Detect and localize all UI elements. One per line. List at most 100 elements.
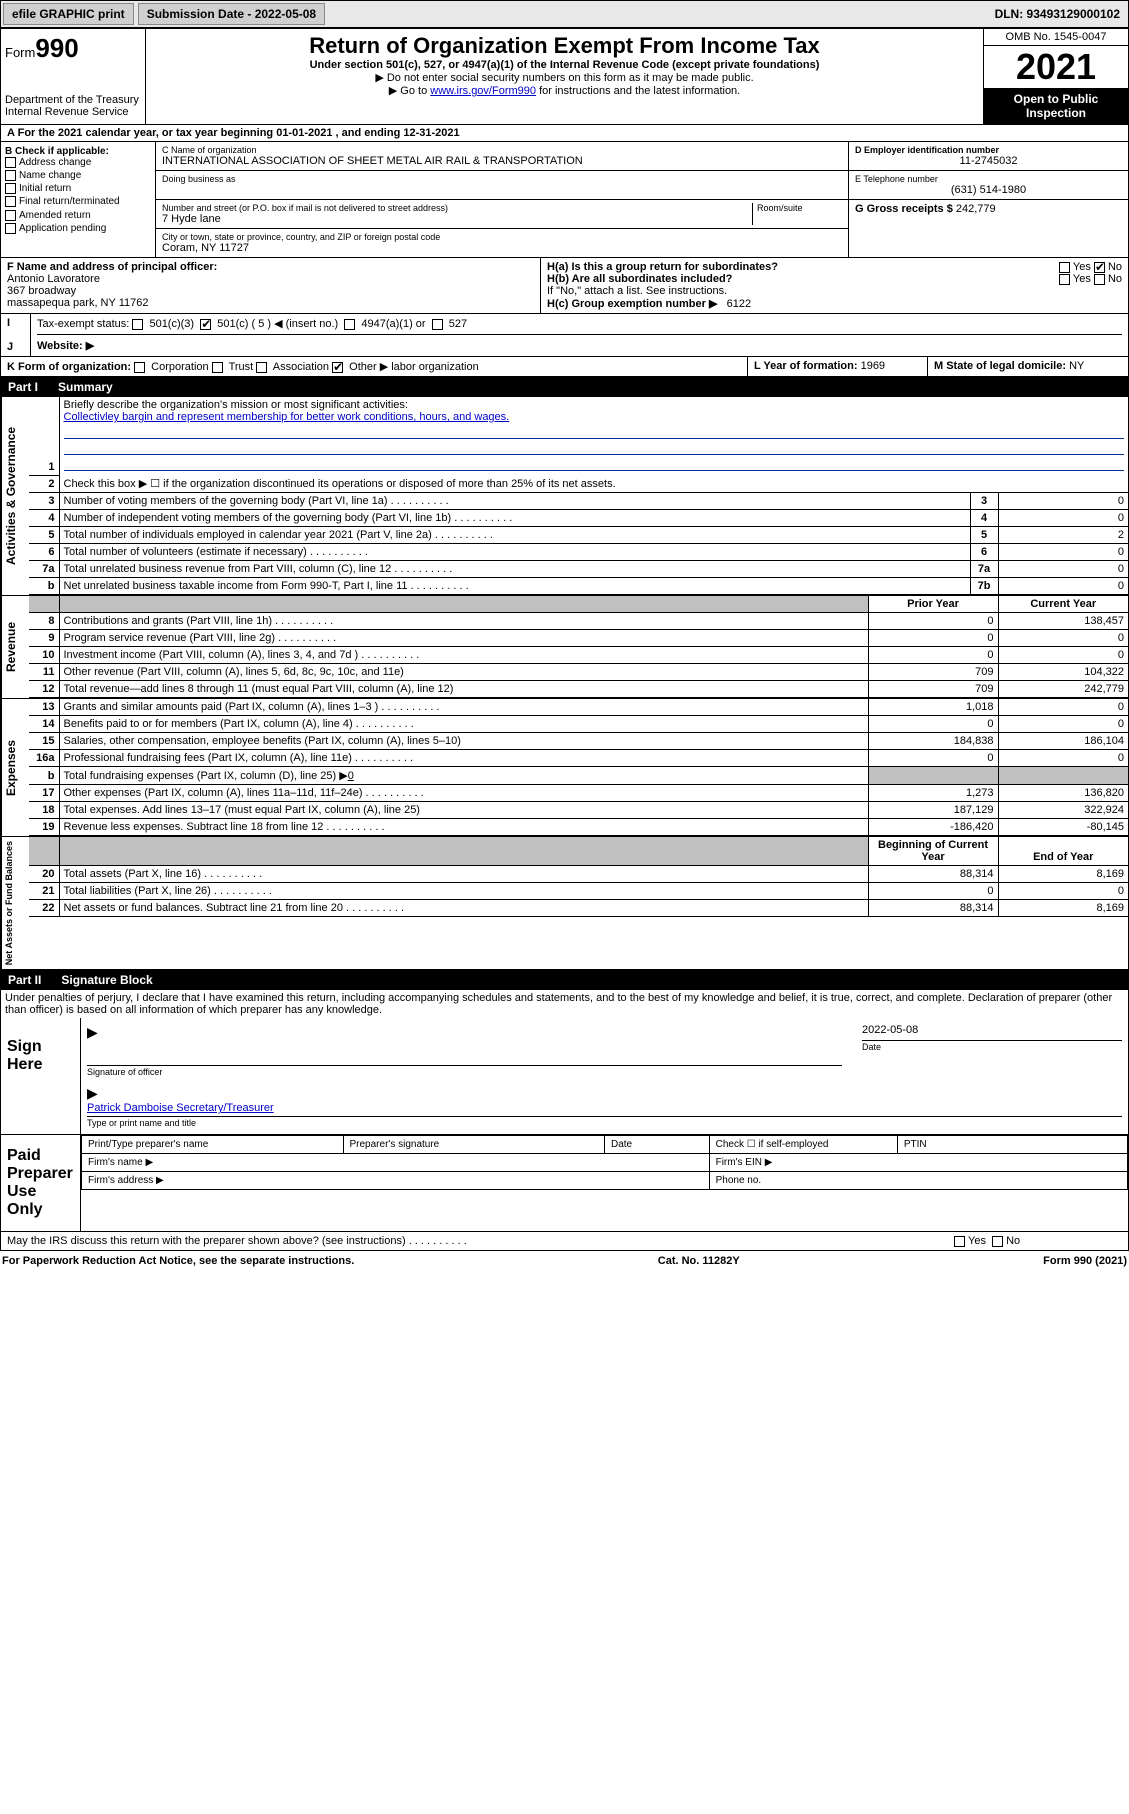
c9: 0	[998, 630, 1128, 647]
tel-val: (631) 514-1980	[855, 184, 1122, 196]
f-name: Antonio Lavoratore	[7, 273, 100, 285]
f-addr2: massapequa park, NY 11762	[7, 297, 148, 309]
l-lbl: L Year of formation:	[754, 360, 858, 372]
l15: Salaries, other compensation, employee b…	[59, 733, 868, 750]
discuss-row: May the IRS discuss this return with the…	[0, 1232, 1129, 1251]
section-f-h: F Name and address of principal officer:…	[0, 258, 1129, 314]
ein-lbl: D Employer identification number	[855, 145, 999, 155]
submission-date-button[interactable]: Submission Date - 2022-05-08	[138, 3, 325, 25]
p12: 709	[868, 681, 998, 698]
discuss-yes[interactable]	[954, 1236, 965, 1247]
v7b: 0	[998, 578, 1128, 595]
c11: 104,322	[998, 664, 1128, 681]
chk-amended[interactable]: Amended return	[5, 210, 151, 221]
hb-yes[interactable]	[1059, 274, 1070, 285]
l16a: Professional fundraising fees (Part IX, …	[59, 750, 868, 767]
check-b-title: B Check if applicable:	[5, 146, 109, 157]
activities-governance: Activities & Governance 1 Briefly descri…	[0, 397, 1129, 596]
col-prior: Prior Year	[868, 596, 998, 613]
ein-val: 11-2745032	[855, 155, 1122, 167]
c-name-lbl: C Name of organization	[162, 145, 842, 155]
hb-lbl: H(b) Are all subordinates included?	[547, 273, 732, 285]
l7a: Total unrelated business revenue from Pa…	[59, 561, 970, 578]
form-subtitle: Under section 501(c), 527, or 4947(a)(1)…	[150, 59, 979, 71]
l17: Other expenses (Part IX, column (A), lin…	[59, 785, 868, 802]
section-b-block: B Check if applicable: Address change Na…	[0, 142, 1129, 258]
section-h: H(a) Is this a group return for subordin…	[541, 258, 1128, 313]
chk-4947[interactable]	[344, 319, 355, 330]
hb-note: If "No," attach a list. See instructions…	[547, 285, 1122, 297]
l2: Check this box ▶ ☐ if the organization d…	[59, 475, 1128, 493]
v5: 2	[998, 527, 1128, 544]
officer-name-link[interactable]: Patrick Damboise Secretary/Treasurer	[87, 1102, 274, 1114]
sig-date-val: 2022-05-08	[862, 1024, 1122, 1036]
discuss-lbl: May the IRS discuss this return with the…	[1, 1232, 948, 1250]
e22: 8,169	[998, 900, 1128, 917]
prep-name-lbl: Print/Type preparer's name	[82, 1136, 344, 1154]
l9: Program service revenue (Part VIII, line…	[59, 630, 868, 647]
chk-other[interactable]	[332, 362, 343, 373]
header-right: OMB No. 1545-0047 2021 Open to Public In…	[983, 29, 1128, 124]
type-name-lbl: Type or print name and title	[87, 1116, 1122, 1128]
chk-trust[interactable]	[212, 362, 223, 373]
m-lbl: M State of legal domicile:	[934, 360, 1066, 372]
ha-yes[interactable]	[1059, 262, 1070, 273]
l7b: Net unrelated business taxable income fr…	[59, 578, 970, 595]
city-lbl: City or town, state or province, country…	[162, 232, 842, 242]
k-lbl: K Form of organization:	[7, 361, 131, 373]
chk-assoc[interactable]	[256, 362, 267, 373]
f-lbl: F Name and address of principal officer:	[7, 261, 217, 273]
chk-name-change[interactable]: Name change	[5, 170, 151, 181]
c15: 186,104	[998, 733, 1128, 750]
p16a: 0	[868, 750, 998, 767]
c14: 0	[998, 716, 1128, 733]
col-beg: Beginning of Current Year	[868, 837, 998, 866]
paid-preparer-block: Paid Preparer Use Only Print/Type prepar…	[0, 1135, 1129, 1232]
chk-501c[interactable]	[200, 319, 211, 330]
l-val: 1969	[861, 360, 885, 372]
topbar: efile GRAPHIC print Submission Date - 20…	[0, 0, 1129, 28]
efile-print-button[interactable]: efile GRAPHIC print	[3, 3, 134, 25]
hc-val: 6122	[727, 298, 751, 310]
l18: Total expenses. Add lines 13–17 (must eq…	[59, 802, 868, 819]
addr-val: 7 Hyde lane	[162, 213, 752, 225]
chk-527[interactable]	[432, 319, 443, 330]
side-gov: Activities & Governance	[1, 397, 29, 595]
omb-no: OMB No. 1545-0047	[984, 29, 1128, 46]
p18: 187,129	[868, 802, 998, 819]
footer-mid: Cat. No. 11282Y	[658, 1255, 740, 1267]
j-lbl: Website: ▶	[37, 340, 94, 352]
ha-no[interactable]	[1094, 262, 1105, 273]
tax-year: 2021	[984, 46, 1128, 88]
section-d: D Employer identification number 11-2745…	[848, 142, 1128, 257]
firm-ein: Firm's EIN ▶	[709, 1154, 1127, 1172]
p13: 1,018	[868, 699, 998, 716]
irs-link[interactable]: www.irs.gov/Form990	[430, 85, 536, 97]
addr-lbl: Number and street (or P.O. box if mail i…	[162, 203, 752, 213]
note-ssn: ▶ Do not enter social security numbers o…	[150, 71, 979, 84]
l21: Total liabilities (Part X, line 26)	[59, 883, 868, 900]
l5: Total number of individuals employed in …	[59, 527, 970, 544]
irs-label: Internal Revenue Service	[5, 106, 141, 118]
p14: 0	[868, 716, 998, 733]
l1-mission-link[interactable]: Collectivley bargin and represent member…	[64, 411, 510, 423]
chk-final-return[interactable]: Final return/terminated	[5, 196, 151, 207]
chk-address-change[interactable]: Address change	[5, 157, 151, 168]
chk-501c3[interactable]	[132, 319, 143, 330]
chk-initial-return[interactable]: Initial return	[5, 183, 151, 194]
part1-title: Summary	[58, 380, 113, 394]
check-self[interactable]: Check ☐ if self-employed	[709, 1136, 897, 1154]
c10: 0	[998, 647, 1128, 664]
v3: 0	[998, 493, 1128, 510]
discuss-no[interactable]	[992, 1236, 1003, 1247]
prep-sig-lbl: Preparer's signature	[343, 1136, 605, 1154]
chk-app-pending[interactable]: Application pending	[5, 223, 151, 234]
c12: 242,779	[998, 681, 1128, 698]
chk-corp[interactable]	[134, 362, 145, 373]
part1-num: Part I	[8, 380, 38, 394]
c17: 136,820	[998, 785, 1128, 802]
hb-no[interactable]	[1094, 274, 1105, 285]
l19: Revenue less expenses. Subtract line 18 …	[59, 819, 868, 836]
form-header: Form990 Department of the Treasury Inter…	[0, 28, 1129, 125]
gross-lbl: G Gross receipts $	[855, 203, 953, 215]
